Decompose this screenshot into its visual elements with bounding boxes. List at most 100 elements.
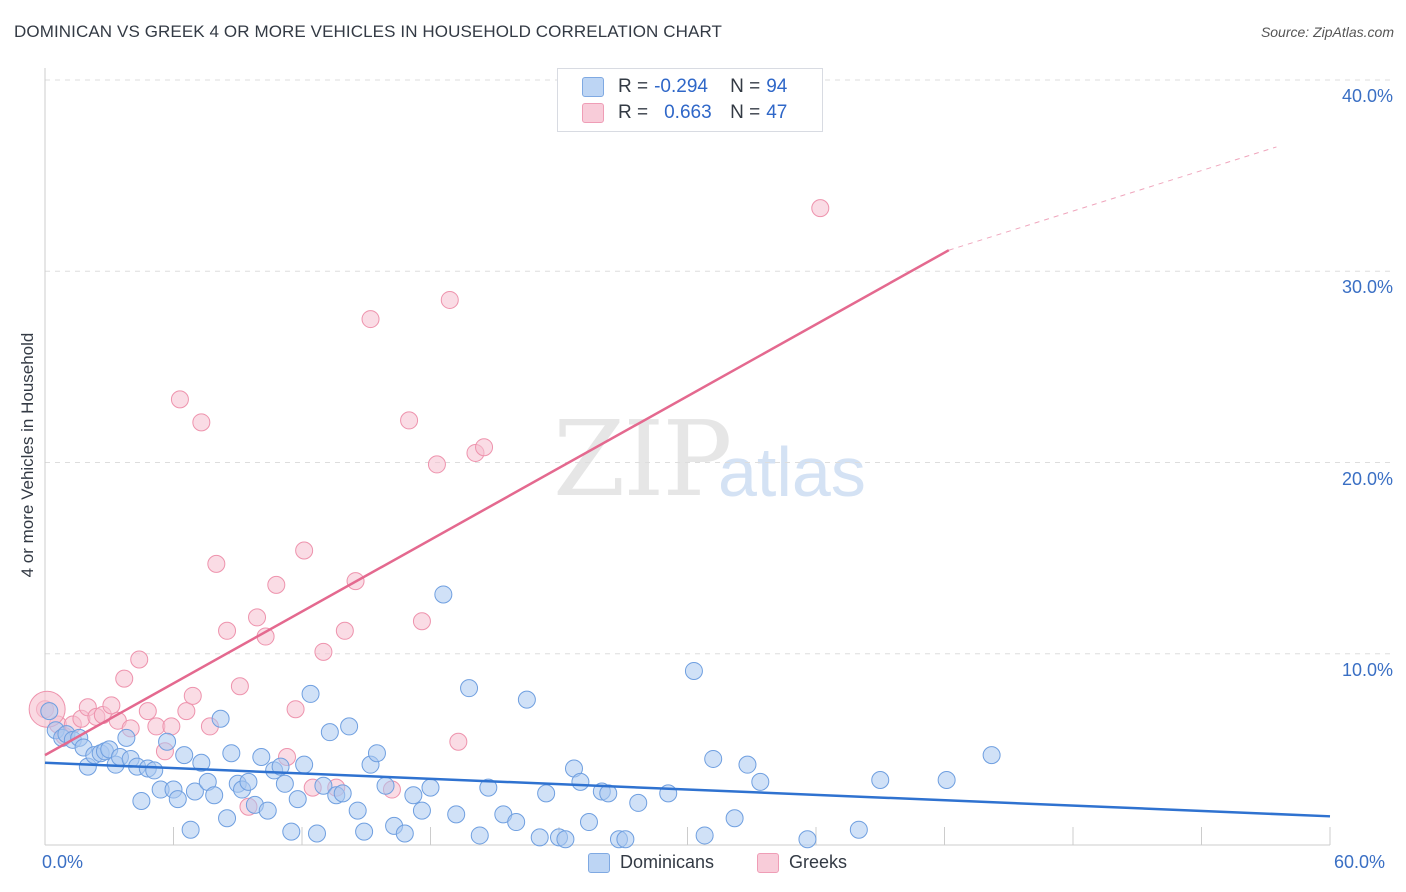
dominicans-point [982, 746, 1001, 765]
greeks-point [286, 700, 305, 719]
dominicans-point [404, 786, 423, 805]
legend-swatch-dominicans [582, 77, 604, 97]
legend-r-label: R = [618, 76, 649, 97]
greeks-point [192, 413, 211, 432]
legend-r-value-dominicans: -0.294 [654, 76, 708, 97]
dominicans-point [295, 755, 314, 774]
dominicans-point [252, 748, 271, 767]
greeks-point [147, 717, 166, 736]
dominicans-point [530, 828, 549, 847]
dominicans-point [275, 774, 294, 793]
legend-n-label: N = [730, 76, 761, 97]
greeks-point [295, 541, 314, 560]
dominicans-point [333, 784, 352, 803]
bottom-legend-label-dominicans: Dominicans [620, 852, 715, 872]
x-tick-label: 0.0% [42, 852, 84, 872]
bottom-swatch-dominicans [588, 852, 610, 873]
dominicans-point [117, 728, 136, 747]
axes [44, 68, 1331, 846]
dominicans-point [460, 679, 479, 698]
dominicans-point [185, 782, 204, 801]
dominicans-point [571, 772, 590, 791]
dominicans-point [158, 732, 177, 751]
dominicans-point [725, 809, 744, 828]
dominicans-point [145, 761, 164, 780]
dominicans-point [218, 809, 237, 828]
greeks-point [162, 717, 181, 736]
bottom-legend-greeks[interactable]: Greeks [757, 852, 847, 873]
greeks-points [28, 199, 830, 816]
y-tick-label: 30.0% [1341, 277, 1393, 298]
greeks-point [230, 677, 249, 696]
dominicans-point [175, 746, 194, 765]
dominicans-point [367, 744, 386, 763]
dominicans-point [695, 826, 714, 845]
legend-n-value-greeks: 47 [766, 102, 788, 123]
greeks-point [177, 702, 196, 721]
bottom-legend-label-greeks: Greeks [789, 852, 848, 872]
dominicans-point [412, 801, 431, 820]
dominicans-point [222, 744, 241, 763]
stats-legend: R = -0.294 N = 94 R = 0.663 N = 47 [557, 68, 823, 132]
dominicans-point [738, 755, 757, 774]
greeks-point [115, 669, 134, 688]
dominicans-point [168, 790, 187, 809]
greeks-trend-line [44, 249, 950, 757]
dominicans-point [470, 826, 489, 845]
dominicans-point [376, 776, 395, 795]
dominicans-point [537, 784, 556, 803]
greeks-point [335, 621, 354, 640]
dominicans-point [271, 757, 290, 776]
dominicans-point [348, 801, 367, 820]
dominicans-point [849, 820, 868, 839]
dominicans-point [181, 820, 200, 839]
dominicans-point [314, 776, 333, 795]
bottom-legend-dominicans[interactable]: Dominicans [588, 852, 714, 873]
dominicans-points [40, 585, 1001, 849]
legend-row-dominicans: R = -0.294 N = 94 [582, 75, 787, 99]
dominicans-point [751, 772, 770, 791]
greeks-point [218, 621, 237, 640]
greeks-point [130, 650, 149, 669]
greeks-point [361, 310, 380, 329]
watermark-atlas: atlas [718, 433, 866, 511]
dominicans-point [447, 805, 466, 824]
greeks-point [102, 696, 121, 715]
dominicans-point [704, 749, 723, 768]
dominicans-point [307, 824, 326, 843]
dominicans-point [798, 830, 817, 849]
greeks-point [267, 575, 286, 594]
y-tick-label: 40.0% [1341, 86, 1393, 106]
dominicans-point [395, 824, 414, 843]
dominicans-point [239, 772, 258, 791]
dominicans-point [434, 585, 453, 604]
greeks-point [400, 411, 419, 430]
dominicans-point [340, 717, 359, 736]
dominicans-point [132, 792, 151, 811]
dominicans-point [192, 753, 211, 772]
source-label: Source: ZipAtlas.com [1260, 24, 1394, 40]
dominicans-point [40, 702, 59, 721]
dominicans-trend-line [44, 761, 1331, 818]
y-tick-label: 20.0% [1341, 468, 1393, 489]
y-tick-label: 10.0% [1341, 659, 1393, 680]
dominicans-point [320, 723, 339, 742]
greeks-point [811, 199, 830, 218]
greeks-point [170, 390, 189, 409]
dominicans-point [288, 790, 307, 809]
greeks-point [475, 438, 494, 457]
dominicans-point [421, 778, 440, 797]
trend-lines [44, 146, 1331, 818]
legend-row-greeks: R = 0.663 N = 47 [582, 101, 787, 125]
greeks-point [440, 290, 459, 309]
dominicans-point [205, 786, 224, 805]
greeks-point [248, 608, 267, 627]
legend-n-value-dominicans: 94 [766, 76, 788, 97]
dominicans-point [517, 690, 536, 709]
legend-r-label: R = [618, 102, 649, 123]
greeks-point [138, 702, 157, 721]
dominicans-point [507, 813, 526, 832]
y-axis-title: 4 or more Vehicles in Household [18, 332, 37, 578]
greeks-point [183, 686, 202, 705]
greeks-point [207, 554, 226, 573]
